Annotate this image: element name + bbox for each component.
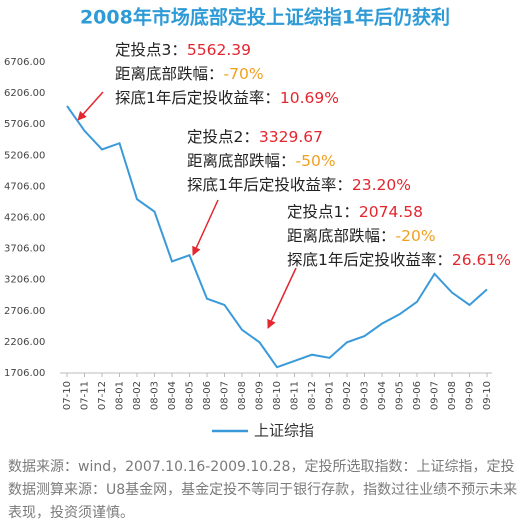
x-tick-label: 09-05 (395, 381, 406, 410)
x-tick-label: 08-12 (307, 381, 318, 410)
annotation-label: 距离底部跌幅： (115, 65, 224, 83)
x-tick-label: 08-06 (202, 381, 213, 410)
x-tick-label: 08-03 (150, 381, 161, 410)
annotation-label: 探底1年后定投收益率： (287, 251, 452, 269)
annotation-value: -70% (224, 65, 264, 83)
annotation: 探底1年后定投收益率：10.69% (115, 89, 339, 107)
annotation-label: 距离底部跌幅： (187, 152, 296, 170)
y-tick-label: 1706.00 (4, 368, 45, 379)
annotation-value: 3329.67 (259, 128, 323, 146)
annotation-value: 23.20% (352, 176, 411, 194)
annotation: 距离底部跌幅：-70% (115, 65, 264, 83)
legend-label: 上证综指 (254, 422, 314, 440)
x-tick-label: 09-09 (465, 381, 476, 410)
x-tick-label: 08-10 (272, 381, 283, 410)
annotation-label: 距离底部跌幅： (287, 227, 396, 245)
chart: 2008年市场底部定投上证综指1年后仍获利 1706.00 2206.00 2706… (4, 6, 511, 440)
annotation-value: 10.69% (280, 89, 339, 107)
y-tick-label: 2206.00 (4, 337, 45, 348)
source-note: 数据来源：wind，2007.10.16-2009.10.28，定投所选取指数：… (8, 459, 518, 521)
x-tick-label: 07-12 (97, 381, 108, 410)
x-tick-label: 09-02 (342, 381, 353, 410)
y-tick-label: 6706.00 (4, 57, 45, 68)
x-tick-label: 08-05 (185, 381, 196, 410)
x-tick-label: 07-10 (62, 381, 73, 410)
annotation-value: 26.61% (452, 251, 511, 269)
x-tick-label: 08-11 (290, 381, 301, 410)
annotation-label: 定投点1： (287, 203, 359, 221)
x-tick-label: 08-07 (220, 381, 231, 410)
x-tick-label: 09-10 (482, 381, 493, 410)
y-tick-label: 3706.00 (4, 244, 45, 255)
x-tick-label: 09-03 (360, 381, 371, 410)
x-tick-label: 08-04 (167, 381, 178, 410)
annotation-label: 探底1年后定投收益率： (187, 176, 352, 194)
arrow (192, 199, 219, 256)
arrow (267, 267, 297, 329)
chart-title: 2008年市场底部定投上证综指1年后仍获利 (80, 6, 450, 29)
annotation: 距离底部跌幅：-20% (287, 227, 436, 245)
y-tick-label: 2706.00 (4, 306, 45, 317)
annotation: 探底1年后定投收益率：23.20% (187, 176, 411, 194)
x-tick-label: 09-06 (412, 381, 423, 410)
y-tick-label: 5206.00 (4, 150, 45, 161)
x-tick-label: 09-07 (430, 381, 441, 410)
annotation-label: 定投点3： (115, 41, 187, 59)
x-tick-label: 08-09 (255, 381, 266, 410)
annotation-label: 定投点2： (187, 128, 259, 146)
x-tick-label: 08-08 (237, 381, 248, 410)
annotation-value: 2074.58 (359, 203, 423, 221)
annotation-value: 5562.39 (187, 41, 251, 59)
annotation-value: -50% (296, 152, 336, 170)
x-tick-label: 07-11 (80, 381, 91, 410)
x-tick-label: 09-08 (447, 381, 458, 410)
y-tick-label: 3206.00 (4, 275, 45, 286)
arrow (77, 91, 104, 121)
annotation: 定投点1：2074.58 (287, 203, 423, 221)
annotation-label: 探底1年后定投收益率： (115, 89, 280, 107)
x-tick-label: 09-04 (377, 381, 388, 410)
annotation: 定投点2：3329.67 (187, 128, 323, 146)
x-tick-label: 08-01 (115, 381, 126, 410)
annotation-value: -20% (396, 227, 436, 245)
line-series (66, 105, 488, 369)
y-tick-label: 4706.00 (4, 181, 45, 192)
y-tick-label: 5706.00 (4, 119, 45, 130)
y-tick-label: 6206.00 (4, 88, 45, 99)
x-tick-label: 09-01 (325, 381, 336, 410)
x-tick-label: 08-02 (132, 381, 143, 410)
y-tick-label: 4206.00 (4, 213, 45, 224)
annotation: 距离底部跌幅：-50% (187, 152, 336, 170)
annotation: 定投点3：5562.39 (115, 41, 251, 59)
annotation: 探底1年后定投收益率：26.61% (287, 251, 511, 269)
